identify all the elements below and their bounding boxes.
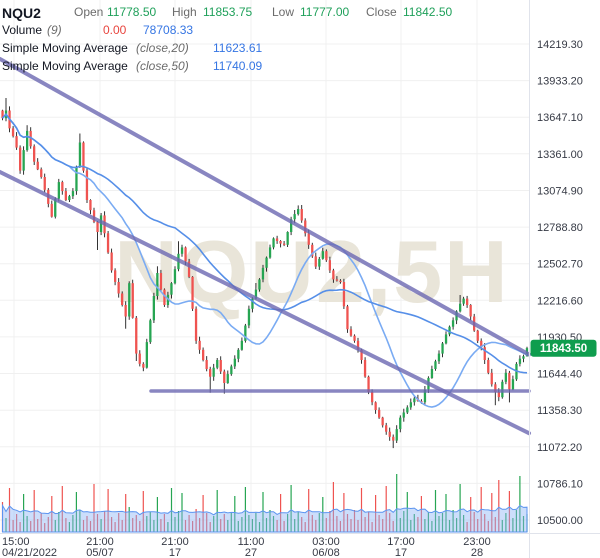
sma50-line (1, 113, 528, 374)
last-price-value: 11843.50 (540, 343, 587, 355)
svg-text:17:00: 17:00 (387, 536, 415, 548)
svg-text:15:00: 15:00 (2, 536, 30, 548)
candles (1, 98, 529, 449)
price-axis-label: 12216.60 (537, 295, 583, 307)
sma20-line (1, 113, 528, 408)
svg-text:06/08: 06/08 (312, 547, 340, 558)
last-price-badge: 11843.50 (530, 339, 597, 357)
svg-text:27: 27 (245, 547, 257, 558)
price-axis-label: 13074.90 (537, 186, 583, 198)
price-axis-label: 11358.30 (537, 405, 582, 417)
svg-text:21:00: 21:00 (86, 536, 114, 548)
price-axis-label: 10500.00 (537, 515, 583, 527)
high-value: 11853.75 (203, 5, 253, 19)
svg-text:05/07: 05/07 (86, 547, 114, 558)
volume-ma-value: 78708.33 (143, 23, 194, 37)
price-axis-label: 14219.30 (537, 39, 583, 51)
sma20-param: (close,20) (136, 41, 189, 55)
svg-text:28: 28 (471, 547, 483, 558)
sma50-value: 11740.09 (213, 59, 263, 73)
volume-param: (9) (47, 23, 62, 37)
close-value: 11842.50 (403, 5, 453, 19)
svg-text:17: 17 (169, 547, 181, 558)
sma50-label: Simple Moving Average (2, 59, 128, 73)
svg-text:04/21/2022: 04/21/2022 (2, 547, 57, 558)
price-axis-label: 13361.00 (537, 149, 583, 161)
price-axis-label: 11644.40 (537, 369, 582, 381)
volume-ma-area (2, 503, 528, 533)
close-label: Close (366, 5, 397, 19)
sma20-value: 11623.61 (213, 41, 263, 55)
svg-text:17: 17 (395, 547, 407, 558)
time-axis[interactable]: 15:0004/21/202221:0005/0721:001711:00270… (2, 536, 491, 558)
price-axis-label: 10786.10 (537, 478, 583, 490)
open-value: 11778.50 (107, 5, 157, 19)
volume-label: Volume (2, 23, 43, 37)
svg-text:03:00: 03:00 (312, 536, 340, 548)
volume-pane (1, 474, 528, 533)
trendline-channel-upper[interactable] (0, 57, 531, 357)
sma20-label: Simple Moving Average (2, 41, 128, 55)
open-label: Open (74, 5, 104, 19)
low-value: 11777.00 (300, 5, 350, 19)
svg-text:21:00: 21:00 (161, 536, 189, 548)
low-label: Low (272, 5, 295, 19)
price-axis-label: 11072.20 (537, 442, 582, 454)
svg-text:11:00: 11:00 (238, 536, 265, 548)
gridlines (0, 0, 529, 533)
price-axis-label: 12502.70 (537, 259, 583, 271)
high-label: High (172, 5, 197, 19)
symbol-watermark: NQU2,5H (114, 222, 509, 321)
price-axis-label: 13647.10 (537, 112, 583, 124)
price-axis-label: 12788.80 (537, 222, 583, 234)
sma50-param: (close,50) (136, 59, 189, 73)
symbol-title: NQU2 (2, 5, 41, 21)
price-axis-label: 13933.20 (537, 76, 583, 88)
svg-text:23:00: 23:00 (463, 536, 491, 548)
volume-change-value: 0.00 (103, 23, 127, 37)
price-axis[interactable]: 14219.30 13933.20 13647.10 13361.00 13074.90… (537, 39, 583, 527)
